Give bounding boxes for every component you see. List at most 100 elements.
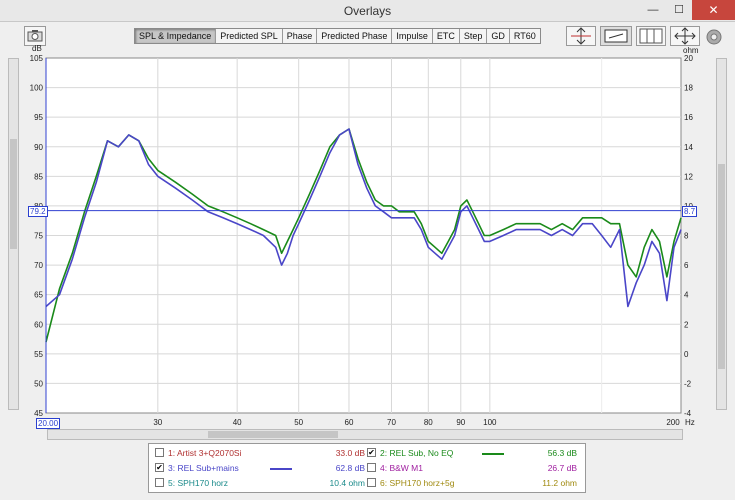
left-tick-label: 75 — [34, 232, 43, 241]
right-axis-unit: ohm — [683, 46, 699, 55]
tab-gd[interactable]: GD — [487, 29, 510, 43]
window-title: Overlays — [343, 4, 392, 18]
left-tick-label: 65 — [34, 291, 43, 300]
maximize-button[interactable]: ☐ — [674, 4, 684, 16]
x-axis-unit: Hz — [685, 418, 695, 427]
gear-icon — [706, 29, 722, 45]
legend-item[interactable]: 4: B&W M1 26.7 dB — [367, 462, 577, 475]
tab-predicted-phase[interactable]: Predicted Phase — [317, 29, 393, 43]
left-tick-label: 100 — [30, 84, 44, 93]
left-vertical-scrollbar[interactable] — [8, 58, 19, 410]
legend-checkbox[interactable] — [155, 448, 164, 457]
fit-view-button[interactable] — [600, 26, 632, 46]
x-tick-label: 90 — [456, 418, 465, 427]
x-tick-label: 30 — [153, 418, 162, 427]
left-tick-label: 95 — [34, 113, 43, 122]
right-tick-label: -2 — [684, 379, 692, 388]
legend-name: 6: SPH170 horz+5g — [380, 478, 455, 488]
legend-item[interactable]: ✔ 3: REL Sub+mains 62.8 dB — [155, 462, 365, 475]
tab-phase[interactable]: Phase — [283, 29, 318, 43]
legend-item[interactable]: ✔ 2: REL Sub, No EQ 56.3 dB — [367, 447, 577, 460]
right-scroll-thumb[interactable] — [718, 164, 725, 369]
x-tick-label: 70 — [387, 418, 396, 427]
spl-chart[interactable]: 1052010018951690148512801075870665460255… — [0, 0, 735, 440]
columns-button[interactable] — [636, 26, 666, 46]
series-line-2 — [45, 128, 682, 308]
legend-checkbox[interactable]: ✔ — [367, 448, 376, 457]
left-tick-label: 85 — [34, 172, 43, 181]
title-bar: Overlays — ☐ ✕ — [0, 0, 735, 22]
graph-tabs: SPL & Impedance Predicted SPL Phase Predict… — [134, 28, 541, 44]
close-button[interactable]: ✕ — [692, 0, 735, 20]
tab-impulse[interactable]: Impulse — [392, 29, 433, 43]
legend-name: 5: SPH170 horz — [168, 478, 229, 488]
right-tick-label: -4 — [684, 409, 692, 418]
right-tick-label: 20 — [684, 54, 693, 63]
legend-value: 10.4 ohm — [329, 478, 365, 488]
legend-value: 11.2 ohm — [542, 478, 577, 488]
right-tick-label: 2 — [684, 320, 689, 329]
legend-checkbox[interactable] — [155, 478, 164, 487]
legend-item[interactable]: 5: SPH170 horz 10.4 ohm — [155, 477, 365, 490]
right-tick-label: 12 — [684, 172, 693, 181]
left-scroll-thumb[interactable] — [10, 139, 17, 249]
x-tick-label: 80 — [424, 418, 433, 427]
tab-step[interactable]: Step — [460, 29, 488, 43]
legend-value: 62.8 dB — [335, 463, 365, 473]
right-tick-label: 14 — [684, 143, 693, 152]
settings-button[interactable] — [704, 27, 724, 47]
camera-icon — [27, 30, 43, 42]
right-tick-label: 18 — [684, 84, 693, 93]
legend: 1: Artist 3+Q2070Si 33.0 dB ✔ 2: REL Sub, N… — [148, 443, 586, 493]
tab-etc[interactable]: ETC — [433, 29, 460, 43]
right-tick-label: 16 — [684, 113, 693, 122]
left-tick-label: 90 — [34, 143, 43, 152]
legend-line-swatch — [482, 453, 504, 455]
tab-predicted-spl[interactable]: Predicted SPL — [216, 29, 283, 43]
vertical-expand-icon — [571, 27, 591, 45]
columns-icon — [639, 28, 663, 44]
legend-name: 4: B&W M1 — [380, 463, 423, 473]
x-cursor-marker: 20.00 — [36, 418, 61, 429]
legend-item[interactable]: 6: SPH170 horz+5g 11.2 ohm — [367, 477, 577, 490]
right-tick-label: 0 — [684, 350, 689, 359]
right-vertical-scrollbar[interactable] — [716, 58, 727, 410]
fit-view-icon — [604, 29, 628, 43]
right-tick-label: 4 — [684, 291, 689, 300]
x-tick-label: 40 — [233, 418, 242, 427]
left-tick-label: 70 — [34, 261, 43, 270]
series-line-1 — [45, 128, 682, 343]
x-tick-label: 50 — [294, 418, 303, 427]
legend-line-swatch — [270, 468, 292, 470]
legend-value: 26.7 dB — [547, 463, 577, 473]
x-tick-label: 100 — [483, 418, 497, 427]
legend-name: 3: REL Sub+mains — [168, 463, 239, 473]
move-arrows-icon — [674, 27, 696, 45]
legend-name: 2: REL Sub, No EQ — [380, 448, 454, 458]
tab-rt60[interactable]: RT60 — [513, 31, 536, 41]
left-tick-label: 50 — [34, 379, 43, 388]
left-cursor-marker: 79.2 — [28, 205, 48, 217]
right-cursor-marker: 8.7 — [682, 205, 698, 217]
right-tick-label: 6 — [684, 261, 689, 270]
legend-value: 56.3 dB — [547, 448, 577, 458]
left-axis-unit: dB — [32, 44, 42, 53]
right-tick-label: 8 — [684, 232, 689, 241]
legend-checkbox[interactable] — [367, 478, 376, 487]
move-button[interactable] — [670, 26, 700, 46]
minimize-button[interactable]: — — [647, 4, 659, 16]
vertical-zoom-button[interactable] — [566, 26, 596, 46]
legend-checkbox[interactable] — [367, 463, 376, 472]
left-tick-label: 55 — [34, 350, 43, 359]
legend-value: 33.0 dB — [335, 448, 365, 458]
tab-spl-impedance[interactable]: SPL & Impedance — [135, 29, 217, 43]
horizontal-scrollbar[interactable] — [47, 429, 683, 440]
left-tick-label: 105 — [30, 54, 44, 63]
left-tick-label: 60 — [34, 320, 43, 329]
legend-item[interactable]: 1: Artist 3+Q2070Si 33.0 dB — [155, 447, 365, 460]
x-tick-label: 200 — [666, 418, 680, 427]
camera-button[interactable] — [24, 26, 46, 46]
left-tick-label: 45 — [34, 409, 43, 418]
horizontal-scroll-thumb[interactable] — [208, 431, 338, 438]
legend-checkbox[interactable]: ✔ — [155, 463, 164, 472]
